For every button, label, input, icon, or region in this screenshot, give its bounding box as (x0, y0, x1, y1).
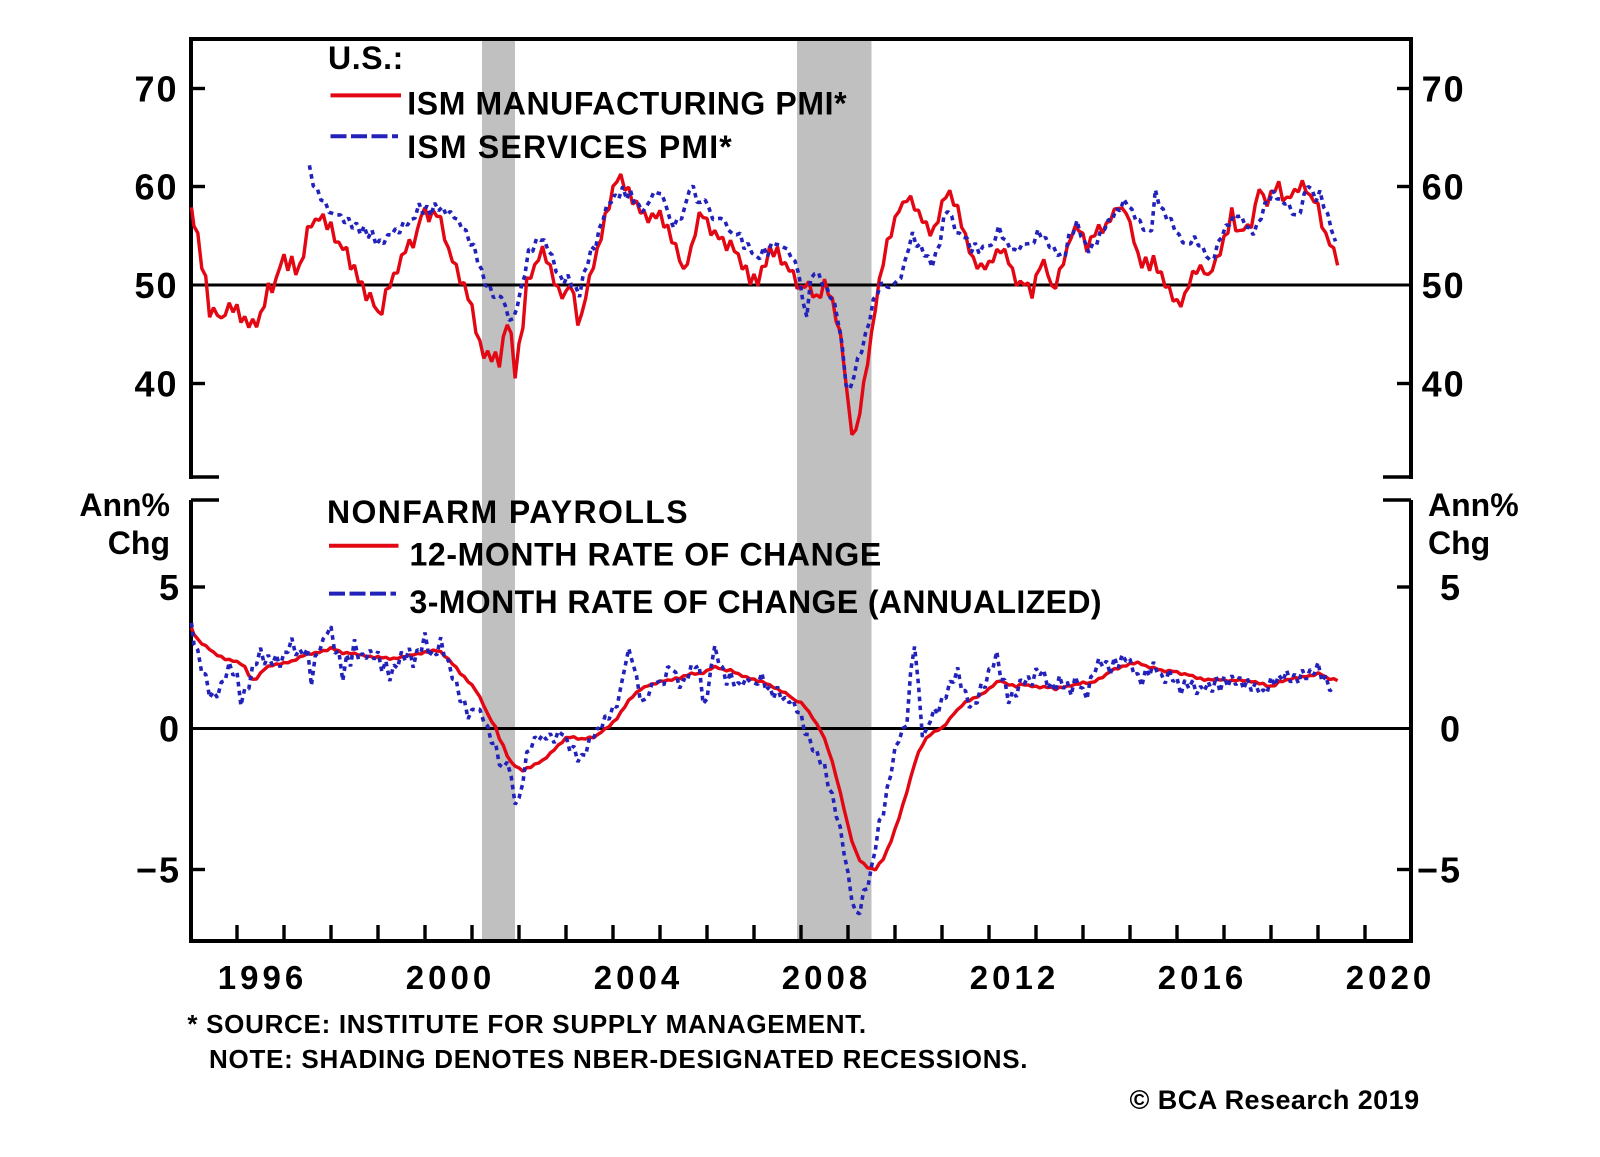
svg-text:70: 70 (134, 69, 178, 110)
svg-text:−5: −5 (136, 850, 181, 891)
svg-text:Chg: Chg (108, 525, 170, 561)
svg-text:2000: 2000 (406, 959, 495, 996)
svg-text:0: 0 (1440, 709, 1462, 750)
svg-text:3-MONTH RATE OF CHANGE (ANNUAL: 3-MONTH RATE OF CHANGE (ANNUALIZED) (410, 584, 1102, 620)
svg-text:2020: 2020 (1346, 959, 1435, 996)
svg-text:Ann%: Ann% (79, 487, 170, 523)
svg-text:5: 5 (159, 567, 181, 608)
svg-text:* SOURCE: INSTITUTE FOR SUPPLY: * SOURCE: INSTITUTE FOR SUPPLY MANAGEMEN… (187, 1009, 866, 1039)
svg-text:50: 50 (134, 265, 178, 306)
svg-text:60: 60 (1422, 167, 1466, 208)
svg-text:−5: −5 (1417, 850, 1462, 891)
svg-text:NONFARM PAYROLLS: NONFARM PAYROLLS (327, 494, 689, 530)
svg-text:5: 5 (1440, 567, 1462, 608)
svg-text:50: 50 (1422, 265, 1466, 306)
svg-text:40: 40 (1422, 364, 1466, 405)
svg-text:NOTE: SHADING DENOTES NBER-DES: NOTE: SHADING DENOTES NBER-DESIGNATED RE… (209, 1044, 1028, 1074)
svg-text:Chg: Chg (1428, 525, 1490, 561)
svg-text:2008: 2008 (782, 959, 871, 996)
svg-text:0: 0 (159, 709, 181, 750)
svg-text:70: 70 (1422, 69, 1466, 110)
svg-text:ISM MANUFACTURING PMI*: ISM MANUFACTURING PMI* (407, 86, 847, 122)
svg-text:40: 40 (134, 364, 178, 405)
svg-text:Ann%: Ann% (1428, 487, 1519, 523)
svg-text:2004: 2004 (594, 959, 683, 996)
svg-text:60: 60 (134, 167, 178, 208)
svg-text:1996: 1996 (218, 959, 307, 996)
svg-text:2016: 2016 (1158, 959, 1247, 996)
svg-text:2012: 2012 (970, 959, 1059, 996)
svg-text:© BCA Research 2019: © BCA Research 2019 (1130, 1085, 1420, 1115)
svg-text:U.S.:: U.S.: (328, 40, 404, 76)
svg-text:12-MONTH RATE OF CHANGE: 12-MONTH RATE OF CHANGE (410, 537, 882, 573)
svg-text:ISM SERVICES PMI*: ISM SERVICES PMI* (407, 129, 733, 165)
